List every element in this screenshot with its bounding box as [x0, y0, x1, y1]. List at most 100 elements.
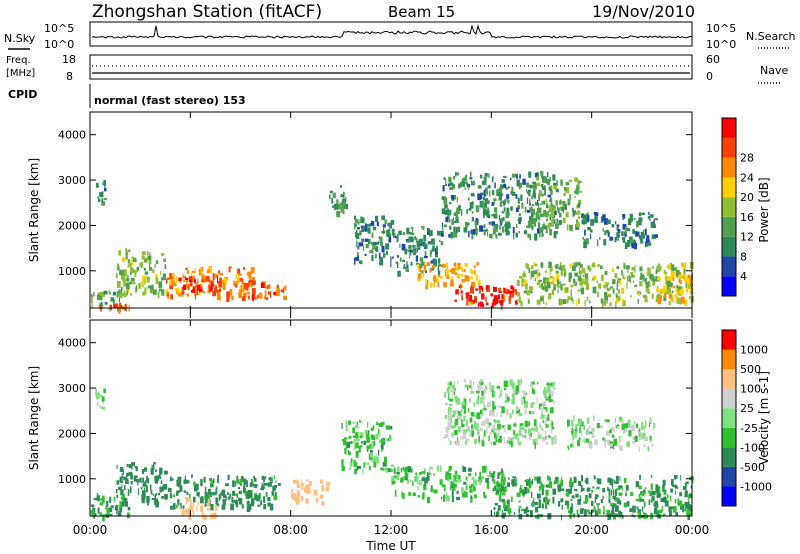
heatmap-cell [650, 483, 653, 491]
heatmap-cell [560, 498, 564, 503]
heatmap-cell [98, 303, 101, 307]
heatmap-cell [663, 270, 666, 274]
heatmap-cell [530, 411, 535, 415]
heatmap-cell [567, 198, 571, 202]
heatmap-cell [545, 408, 548, 412]
colorbar-tick-label: 500 [740, 363, 761, 376]
heatmap-cell [500, 389, 502, 397]
heatmap-cell [204, 486, 207, 494]
heatmap-cell [457, 426, 461, 433]
heatmap-cell [125, 499, 127, 505]
heatmap-cell [634, 242, 638, 250]
heatmap-cell [569, 481, 573, 487]
heatmap-cell [332, 205, 336, 209]
heatmap-cell [549, 390, 554, 397]
heatmap-cell [464, 268, 466, 273]
heatmap-cell [490, 293, 494, 297]
heatmap-cell [604, 442, 606, 448]
heatmap-cell [397, 270, 401, 277]
heatmap-cell [383, 456, 387, 463]
heatmap-cell [460, 436, 465, 440]
heatmap-cell [536, 397, 538, 404]
heatmap-cell [319, 494, 324, 499]
heatmap-cell [638, 217, 643, 222]
heatmap-cell [664, 500, 669, 507]
heatmap-cell [445, 209, 450, 215]
heatmap-cell [669, 495, 672, 502]
heatmap-cell [638, 485, 642, 489]
heatmap-cell [556, 223, 559, 229]
heatmap-cell [670, 297, 674, 302]
x-axis-label: Time UT [365, 539, 416, 553]
x-tick-label: 04:00 [173, 523, 208, 537]
heatmap-cell [151, 284, 154, 291]
heatmap-cell [437, 258, 441, 263]
heatmap-cell [319, 479, 323, 484]
heatmap-cell [594, 496, 596, 504]
heatmap-cell [530, 502, 535, 507]
heatmap-cell [385, 425, 390, 430]
heatmap-cell [546, 389, 551, 393]
heatmap-cell [177, 476, 182, 483]
heatmap-cell [379, 430, 381, 437]
heatmap-cell [542, 186, 545, 190]
heatmap-cell [101, 396, 105, 402]
heatmap-cell [562, 201, 566, 207]
heatmap-cell [578, 270, 582, 274]
heatmap-cell [547, 194, 552, 198]
heatmap-cell [160, 277, 164, 281]
noise-left-tick-top: 10^5 [44, 22, 74, 35]
heatmap-cell [404, 468, 407, 475]
heatmap-cell [164, 257, 166, 262]
heatmap-cell [482, 196, 485, 201]
heatmap-cell [638, 436, 641, 440]
heatmap-cell [581, 488, 585, 491]
heatmap-cell [247, 490, 251, 497]
heatmap-cell [283, 295, 288, 301]
heatmap-cell [554, 264, 558, 269]
heatmap-cell [496, 490, 500, 494]
heatmap-cell [479, 200, 484, 208]
heatmap-cell [611, 510, 614, 517]
heatmap-cell [155, 277, 159, 285]
heatmap-cell [158, 474, 161, 479]
heatmap-cell [464, 181, 467, 184]
heatmap-cell [162, 485, 164, 491]
heatmap-cell [414, 247, 417, 254]
heatmap-cell [486, 302, 489, 306]
heatmap-cell [518, 506, 522, 509]
heatmap-cell [406, 261, 408, 267]
heatmap-cell [560, 514, 562, 521]
heatmap-cell [232, 500, 236, 503]
heatmap-cell [570, 477, 572, 482]
heatmap-cell [498, 287, 501, 293]
heatmap-cell [305, 484, 310, 490]
heatmap-cell [265, 492, 268, 497]
heatmap-cell [507, 380, 509, 387]
heatmap-cell [377, 241, 379, 245]
heatmap-cell [544, 437, 546, 442]
heatmap-cell [608, 294, 612, 297]
heatmap-cell [420, 272, 423, 279]
heatmap-cell [397, 234, 399, 241]
heatmap-cell [578, 437, 581, 441]
heatmap-cell [355, 450, 359, 458]
heatmap-cell [173, 503, 176, 510]
heatmap-cell [451, 276, 454, 280]
heatmap-cell [619, 446, 623, 451]
heatmap-cell [627, 270, 629, 273]
heatmap-cell [612, 288, 615, 294]
heatmap-cell [185, 277, 188, 280]
heatmap-cell [519, 423, 524, 426]
heatmap-cell [515, 175, 519, 179]
heatmap-cell [449, 381, 452, 386]
heatmap-cell [545, 277, 550, 282]
heatmap-cell [553, 399, 555, 404]
heatmap-cell [527, 509, 530, 513]
heatmap-cell [187, 285, 189, 291]
heatmap-cell [524, 420, 528, 427]
heatmap-cell [666, 289, 670, 295]
colorbar-frame [721, 329, 737, 507]
